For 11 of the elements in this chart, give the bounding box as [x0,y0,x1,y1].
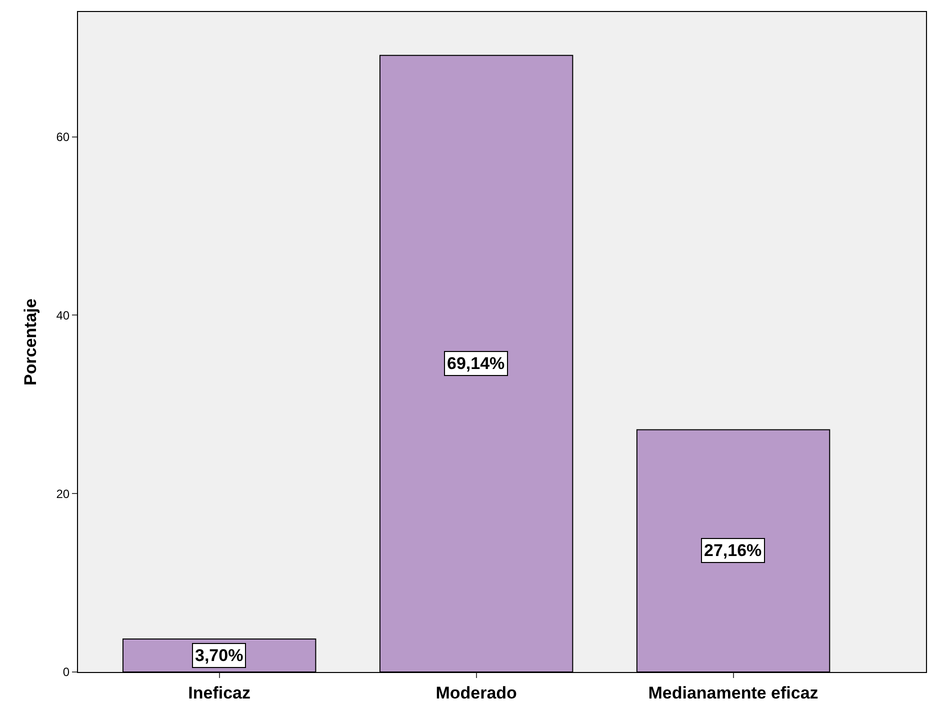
y-axis-title: Porcentaje [20,298,40,386]
y-tick-label: 60 [56,130,70,144]
x-tick-label: Ineficaz [188,683,251,702]
data-label: 27,16% [704,541,762,560]
y-tick-label: 0 [62,665,70,680]
x-tick-label: Moderado [436,683,517,702]
data-label: 3,70% [195,646,244,665]
y-tick-label: 20 [56,486,70,501]
x-tick-label: Medianamente eficaz [648,683,818,702]
y-tick-label: 40 [56,308,70,322]
data-label: 69,14% [447,354,505,373]
